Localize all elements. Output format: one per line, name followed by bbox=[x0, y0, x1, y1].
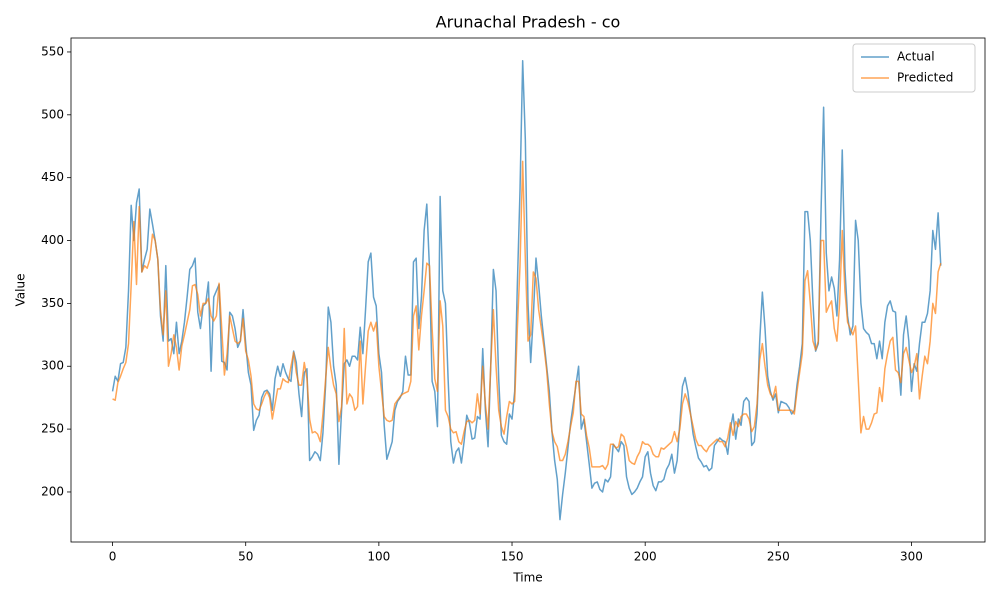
y-tick-label: 450 bbox=[41, 170, 64, 184]
plot-area bbox=[111, 60, 942, 521]
legend-label: Actual bbox=[897, 50, 935, 64]
y-tick-label: 200 bbox=[41, 484, 64, 498]
x-tick-label: 300 bbox=[900, 550, 923, 564]
plot-frame bbox=[70, 37, 986, 543]
chart-title: Arunachal Pradesh - co bbox=[436, 13, 621, 32]
legend-box bbox=[852, 43, 976, 93]
y-tick-label: 250 bbox=[41, 422, 64, 436]
x-tick-label: 0 bbox=[109, 550, 117, 564]
x-tick-label: 100 bbox=[367, 550, 390, 564]
x-tick-label: 200 bbox=[634, 550, 657, 564]
x-tick-label: 50 bbox=[238, 550, 253, 564]
legend-label: Predicted bbox=[897, 71, 953, 85]
x-axis-label: Time bbox=[512, 571, 542, 585]
x-tick-label: 250 bbox=[767, 550, 790, 564]
y-tick-label: 500 bbox=[41, 107, 64, 121]
y-axis-label: Value bbox=[14, 274, 28, 307]
y-tick-label: 400 bbox=[41, 233, 64, 247]
series-line bbox=[112, 160, 942, 471]
y-tick-label: 300 bbox=[41, 359, 64, 373]
y-tick-label: 550 bbox=[41, 44, 64, 58]
x-tick-label: 150 bbox=[501, 550, 524, 564]
y-tick-label: 350 bbox=[41, 296, 64, 310]
